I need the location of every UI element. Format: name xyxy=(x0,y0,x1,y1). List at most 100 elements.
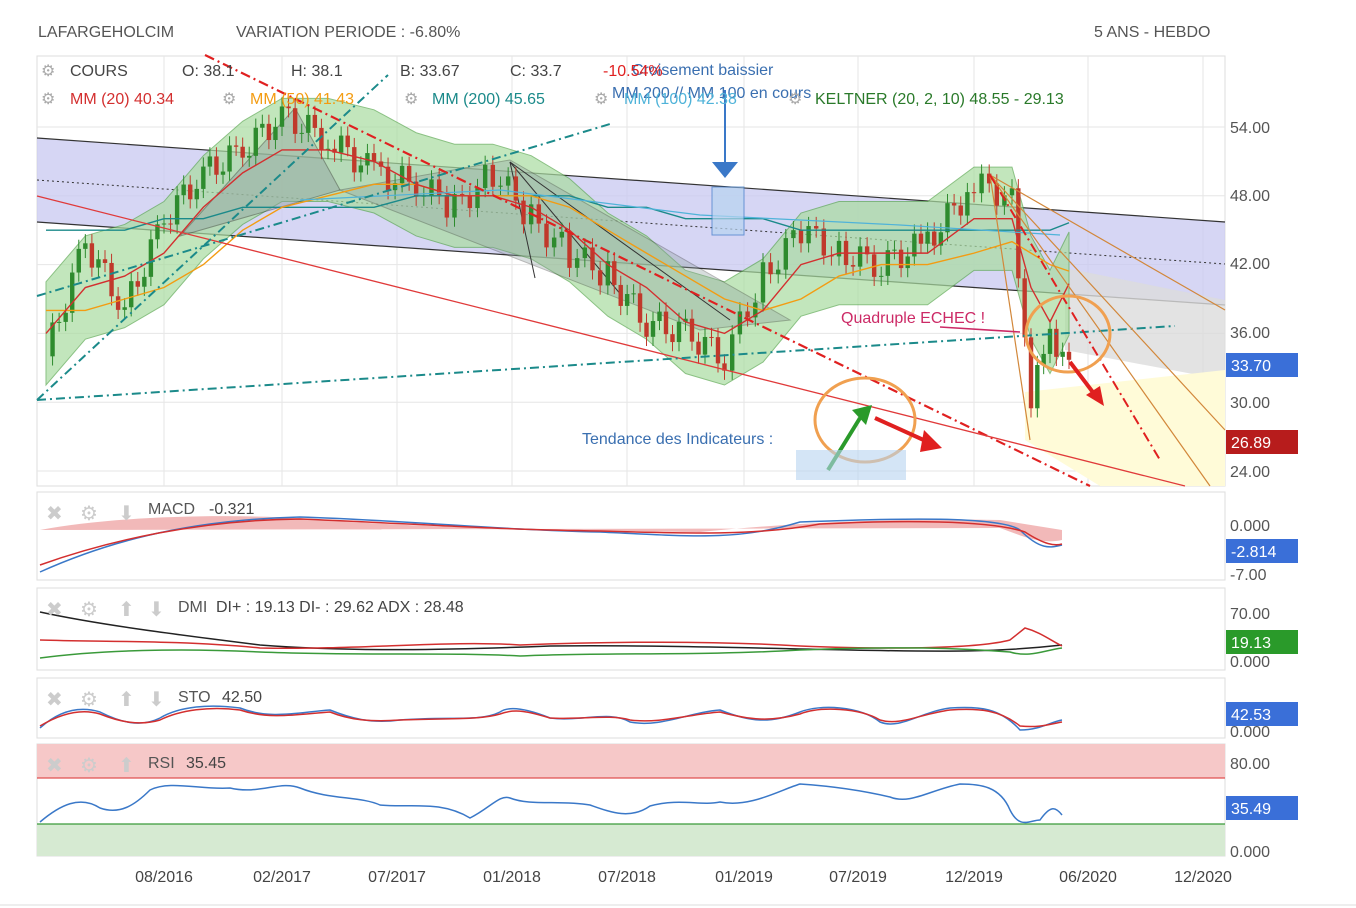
keltner-band xyxy=(45,97,1070,387)
candle-body xyxy=(1060,351,1065,357)
gear-icon[interactable]: ⚙ xyxy=(788,91,802,108)
candle-body xyxy=(207,156,213,167)
candle-body xyxy=(148,239,154,277)
orange-fan-4 xyxy=(989,174,1031,441)
arrow-down-icon[interactable]: ⬇ xyxy=(118,503,135,525)
candle-body xyxy=(332,148,337,153)
gear-icon[interactable]: ⚙ xyxy=(404,91,418,108)
current-price-badge xyxy=(1226,353,1298,377)
arrow-up-icon[interactable]: ⬆ xyxy=(118,755,135,777)
candle-body xyxy=(644,322,649,337)
close-icon[interactable]: ✖ xyxy=(46,599,63,621)
candle-body xyxy=(536,204,542,224)
dmi-badge-text: 19.13 xyxy=(1231,635,1271,652)
candle-body xyxy=(689,318,695,342)
arrow-down-icon[interactable]: ⬇ xyxy=(148,599,165,621)
rsi-label: RSI xyxy=(148,755,175,772)
gear-icon[interactable]: ⚙ xyxy=(80,599,98,621)
x-tick-label: 08/2016 xyxy=(135,869,193,886)
high-value: H: 38.1 xyxy=(291,63,343,80)
candle-body xyxy=(637,293,643,323)
gear-icon[interactable]: ⚙ xyxy=(41,63,55,80)
gear-icon[interactable]: ⚙ xyxy=(80,689,98,711)
gear-icon[interactable]: ⚙ xyxy=(80,503,98,525)
variation-label: VARIATION PERIODE : -6.80% xyxy=(236,24,461,41)
candle-body xyxy=(814,226,819,229)
period-label: 5 ANS - HEBDO xyxy=(1094,24,1211,41)
candle-body xyxy=(406,165,412,182)
sto-tick: 0.000 xyxy=(1230,724,1270,741)
candle-body xyxy=(429,179,434,196)
candle-body xyxy=(399,165,405,184)
candle-body xyxy=(821,228,826,256)
candle-body xyxy=(279,106,285,127)
gear-icon[interactable]: ⚙ xyxy=(80,755,98,777)
triangle-pattern xyxy=(178,107,341,237)
candle-body xyxy=(958,205,963,216)
dmi-tick: 70.00 xyxy=(1230,606,1270,623)
candle-body xyxy=(663,311,669,335)
candle-body xyxy=(1009,188,1015,196)
candle-body xyxy=(776,269,781,275)
candle-body xyxy=(612,261,617,285)
x-tick-label: 01/2019 xyxy=(715,869,773,886)
candle-body xyxy=(115,296,121,310)
change-value: -10.54% xyxy=(603,63,663,80)
candle-body xyxy=(345,135,350,148)
close-icon[interactable]: ✖ xyxy=(46,689,63,711)
gear-icon[interactable]: ⚙ xyxy=(41,91,55,108)
candle-body xyxy=(745,311,750,318)
candle-body xyxy=(696,341,701,355)
candle-body xyxy=(925,231,930,244)
red-arrow-2-head xyxy=(1086,386,1104,406)
close-icon[interactable]: ✖ xyxy=(46,503,63,525)
candle-body xyxy=(299,132,304,134)
candle-body xyxy=(892,249,897,251)
macd-badge-text: -2.814 xyxy=(1231,544,1276,561)
rsi-pane: ✖ ⚙ ⬆ RSI 35.45 80.00 0.000 35.49 xyxy=(36,743,1298,861)
close-value: C: 33.7 xyxy=(510,63,562,80)
candle-body xyxy=(240,146,245,158)
dmi-label: DMI xyxy=(178,599,207,616)
candle-body xyxy=(338,135,344,153)
candle-body xyxy=(1016,188,1021,279)
candle-body xyxy=(683,318,688,322)
mm200-label: MM (200) 45.65 xyxy=(432,91,545,108)
gear-icon[interactable]: ⚙ xyxy=(594,91,608,108)
current-price-text: 33.70 xyxy=(1231,358,1271,375)
candle-body xyxy=(559,231,565,238)
candle-body xyxy=(459,194,465,196)
orange-fan-2 xyxy=(989,174,1226,431)
blue-arrow-head xyxy=(712,162,738,178)
candle-body xyxy=(806,226,811,244)
candle-body xyxy=(286,106,291,109)
sto-d-line xyxy=(39,707,1063,728)
arrow-up-icon[interactable]: ⬆ xyxy=(118,599,135,621)
low-value: B: 33.67 xyxy=(400,63,460,80)
echec-circle xyxy=(1024,294,1112,374)
candle-body xyxy=(174,195,180,225)
candle-body xyxy=(918,233,924,244)
y-tick: 42.00 xyxy=(1230,256,1270,273)
close-icon[interactable]: ✖ xyxy=(46,755,63,777)
candle-body xyxy=(201,166,206,189)
target-zone xyxy=(1025,370,1225,486)
mm100-line xyxy=(299,189,1061,236)
candle-body xyxy=(181,184,186,196)
rsi-line xyxy=(39,783,1063,824)
candle-body xyxy=(161,223,167,225)
candle-body xyxy=(912,233,917,257)
arrow-up-icon[interactable]: ⬆ xyxy=(118,689,135,711)
gear-icon[interactable]: ⚙ xyxy=(222,91,236,108)
candle-body xyxy=(709,336,714,338)
candle-body xyxy=(1054,328,1059,357)
open-value: O: 38.1 xyxy=(182,63,235,80)
candle-body xyxy=(879,275,884,277)
arrow-down-icon[interactable]: ⬇ xyxy=(148,689,165,711)
candle-body xyxy=(737,311,743,335)
candle-body xyxy=(574,258,580,268)
sto-label: STO xyxy=(178,689,211,706)
candle-body xyxy=(392,183,398,191)
candle-body xyxy=(498,185,503,187)
